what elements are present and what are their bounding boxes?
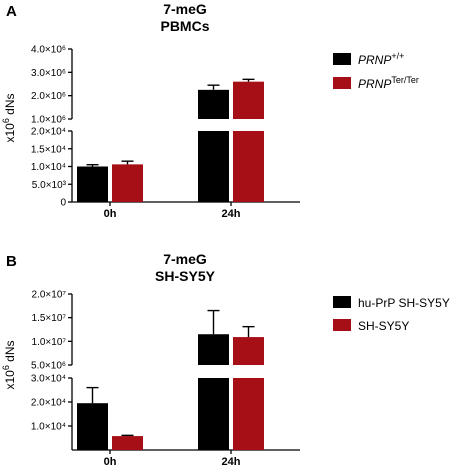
y-tick-label-lower: 3.0×10⁴ — [31, 374, 66, 385]
panel-b-plot: 1.0×10⁴ 2.0×10⁴ 3.0×10⁴ 5.0×10⁶ 1.0×10⁷ 1.5×1… — [31, 290, 300, 468]
panel-b-legend-label-1: hu-PrP SH-SY5Y — [358, 296, 450, 310]
panel-a-legend-label-2-sup: Ter/Ter — [391, 75, 419, 85]
bar — [112, 164, 143, 202]
panel-a-legend: PRNP+/+ PRNPTer/Ter — [333, 51, 419, 91]
panel-b-legend-swatch-1 — [333, 296, 351, 308]
panel-a-legend-swatch-1 — [333, 53, 351, 65]
bar — [77, 166, 108, 202]
bar — [233, 131, 264, 202]
panel-b-legend: hu-PrP SH-SY5Y SH-SY5Y — [333, 296, 450, 333]
panel-a-legend-label-2-main: PRNP — [358, 77, 391, 91]
y-tick-label-lower: 1.0×10⁴ — [31, 422, 66, 433]
panel-a-legend-label-1-main: PRNP — [358, 53, 391, 67]
bar — [233, 378, 264, 450]
y-tick-label-lower: 5.0×10³ — [32, 180, 67, 191]
x-category-label: 0h — [104, 456, 117, 468]
y-tick-label-upper: 3.0×10⁶ — [31, 68, 66, 79]
panel-a-ylabel-main: x10 — [3, 123, 17, 143]
panel-b-ylabel-tail: dNs — [3, 340, 17, 365]
bar — [198, 131, 229, 202]
bar — [198, 378, 229, 450]
panel-b: B 7-meG SH-SY5Y x106 dNs hu-PrP SH-SY5Y … — [1, 251, 450, 390]
panel-a-legend-swatch-2 — [333, 77, 351, 89]
bar — [198, 89, 229, 119]
panel-b-legend-label-2: SH-SY5Y — [358, 319, 409, 333]
panel-a-ylabel-exp: 6 — [1, 118, 11, 123]
panel-a-ylabel: x106 dNs — [1, 93, 17, 142]
panel-b-letter: B — [6, 253, 17, 270]
bar — [233, 81, 264, 119]
y-tick-label-upper: 5.0×10⁶ — [31, 361, 66, 372]
y-tick-label-lower: 2.0×10⁴ — [31, 127, 66, 138]
bar — [198, 334, 229, 365]
y-tick-label-upper: 2.0×10⁷ — [32, 290, 67, 301]
bar — [112, 436, 143, 450]
y-tick-label-lower: 1.0×10⁴ — [31, 162, 66, 173]
panel-a: A 7-meG PBMCs x106 dNs PRNP+/+ PRNPTer/T… — [1, 1, 419, 143]
panel-a-legend-label-2: PRNPTer/Ter — [358, 75, 419, 91]
panel-a-ylabel-tail: dNs — [3, 93, 17, 118]
panel-a-legend-label-1: PRNP+/+ — [358, 51, 404, 67]
y-tick-label-lower: 2.0×10⁴ — [31, 398, 66, 409]
y-tick-label-lower: 0 — [60, 198, 66, 209]
panel-b-ylabel: x106 dNs — [1, 340, 17, 389]
bar — [77, 403, 108, 450]
y-tick-label-upper: 4.0×10⁶ — [31, 45, 66, 56]
panel-a-title: 7-meG — [163, 1, 207, 17]
panel-b-ylabel-exp: 6 — [1, 365, 11, 370]
panel-b-title: 7-meG — [163, 251, 207, 267]
x-category-label: 0h — [104, 208, 117, 220]
x-category-label: 24h — [222, 456, 241, 468]
panel-a-subtitle: PBMCs — [160, 18, 209, 34]
y-tick-label-upper: 1.0×10⁶ — [31, 115, 66, 126]
panel-b-legend-swatch-2 — [333, 319, 351, 331]
panel-a-letter: A — [6, 3, 17, 20]
panel-b-subtitle: SH-SY5Y — [155, 268, 216, 284]
plot-areas: 05.0×10³1.0×10⁴1.5×10⁴2.0×10⁴1.0×10⁶2.0×… — [31, 45, 300, 468]
x-category-label: 24h — [222, 208, 241, 220]
panel-b-ylabel-main: x10 — [3, 370, 17, 390]
panel-a-legend-label-1-sup: +/+ — [391, 51, 404, 61]
y-tick-label-lower: 1.5×10⁴ — [31, 144, 66, 155]
y-tick-label-upper: 2.0×10⁶ — [31, 91, 66, 102]
bar — [233, 337, 264, 365]
y-tick-label-upper: 1.0×10⁷ — [32, 337, 67, 348]
y-tick-label-upper: 1.5×10⁷ — [32, 313, 67, 324]
